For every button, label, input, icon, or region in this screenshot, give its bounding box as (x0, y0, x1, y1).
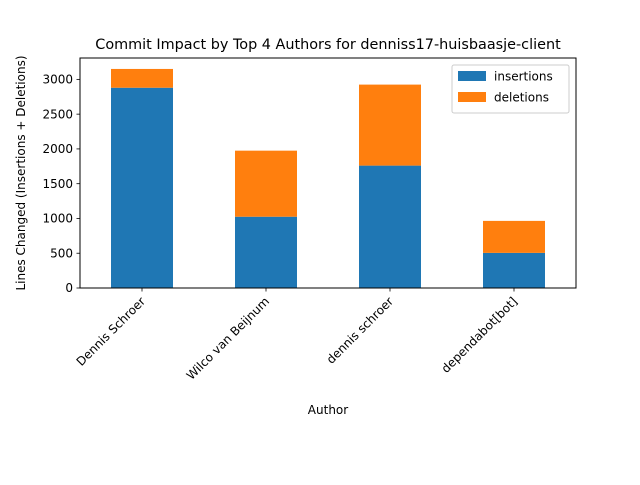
chart-title: Commit Impact by Top 4 Authors for denni… (95, 37, 561, 53)
y-tick-label: 2500 (42, 107, 73, 121)
legend-swatch-deletions (458, 92, 486, 102)
legend-swatch-insertions (458, 71, 486, 81)
bar-insertions-wilco-van-beijnum (235, 216, 297, 288)
y-axis: 0 500 1000 1500 2000 2500 3000 (42, 73, 80, 295)
legend-label-deletions: deletions (494, 91, 549, 105)
y-tick-label: 3000 (42, 73, 73, 87)
bar-deletions-dennis-schroer (111, 68, 173, 88)
bars-group (111, 68, 545, 288)
bar-insertions-dennis-schroer (359, 165, 421, 288)
y-tick-label: 1500 (42, 177, 73, 191)
legend-items: insertions deletions (458, 70, 553, 105)
y-tick-label: 0 (65, 281, 73, 295)
legend-label-insertions: insertions (494, 70, 553, 84)
y-tick-label: 2000 (42, 142, 73, 156)
y-tick-label: 1000 (42, 212, 73, 226)
y-axis-label: Lines Changed (Insertions + Deletions) (14, 55, 28, 290)
bar-deletions-wilco-van-beijnum (235, 150, 297, 217)
bar-deletions-dennis-schroer (359, 84, 421, 166)
bar-deletions-dependabot-bot (483, 220, 545, 253)
plot-frame (79, 57, 577, 289)
y-tick-label: 500 (50, 246, 73, 260)
x-axis-label: Author (308, 403, 348, 417)
legend: insertions deletions (451, 64, 570, 114)
bar-insertions-dependabot-bot (483, 252, 545, 288)
bar-insertions-dennis-schroer (111, 87, 173, 288)
